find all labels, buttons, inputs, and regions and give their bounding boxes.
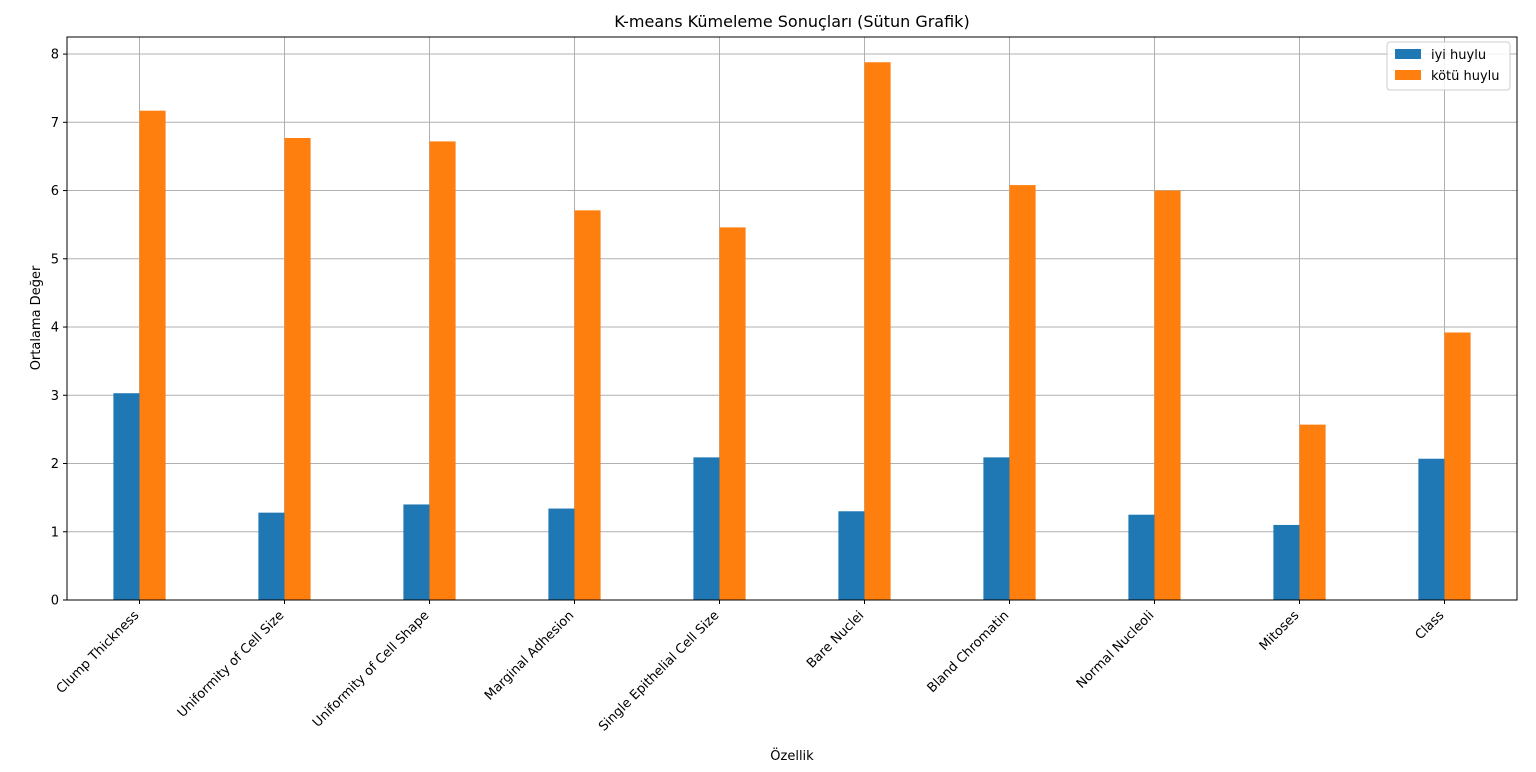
y-tick-label: 0 xyxy=(51,594,59,609)
bar-iyi-huylu-uniformity-of-cell-shape xyxy=(403,504,430,600)
x-axis: Clump Thickness Uniformity of Cell Size Un… xyxy=(54,600,1448,734)
bar-kotu-huylu-single-epithelial-cell-size xyxy=(719,227,746,600)
bar-iyi-huylu-bland-chromatin xyxy=(983,457,1010,600)
y-tick-label: 5 xyxy=(51,252,59,267)
legend-label-iyi-huylu: iyi huylu xyxy=(1431,48,1486,63)
y-axis-title: Ortalama Değer xyxy=(29,265,44,370)
x-tick-label-marginal-adhesion: Marginal Adhesion xyxy=(482,608,577,703)
legend-swatch-kotu-huylu xyxy=(1395,70,1421,80)
bar-iyi-huylu-bare-nuclei xyxy=(838,511,865,600)
y-tick-label: 3 xyxy=(51,389,59,404)
x-tick-label-clump-thickness: Clump Thickness xyxy=(54,608,143,697)
plot-frame xyxy=(66,36,1518,601)
bars xyxy=(113,62,1471,601)
bar-kotu-huylu-marginal-adhesion xyxy=(574,210,601,600)
y-tick-label: 8 xyxy=(51,48,59,63)
y-tick-label: 4 xyxy=(51,321,59,336)
legend-swatch-iyi-huylu xyxy=(1395,49,1421,59)
y-tick-label: 2 xyxy=(51,457,59,472)
x-tick-label-uniformity-of-cell-size: Uniformity of Cell Size xyxy=(175,608,287,720)
bar-kotu-huylu-clump-thickness xyxy=(139,110,166,601)
bar-iyi-huylu-clump-thickness xyxy=(113,393,140,600)
bar-iyi-huylu-marginal-adhesion xyxy=(548,508,575,600)
bar-kotu-huylu-uniformity-of-cell-shape xyxy=(429,141,456,601)
bar-iyi-huylu-normal-nucleoli xyxy=(1128,514,1155,600)
x-tick-label-uniformity-of-cell-shape: Uniformity of Cell Shape xyxy=(310,608,432,730)
x-tick-label-normal-nucleoli: Normal Nucleoli xyxy=(1074,608,1157,691)
chart-title: K-means Kümeleme Sonuçları (Sütun Grafik… xyxy=(614,12,969,31)
bar-kotu-huylu-normal-nucleoli xyxy=(1154,190,1181,600)
bar-iyi-huylu-class xyxy=(1418,458,1445,600)
x-tick-label-single-epithelial-cell-size: Single Epithelial Cell Size xyxy=(596,608,722,734)
x-tick-label-class: Class xyxy=(1413,608,1448,643)
y-tick-label: 1 xyxy=(51,525,59,540)
x-tick-label-mitoses: Mitoses xyxy=(1257,608,1303,654)
y-axis: 0 1 2 3 4 5 6 7 8 xyxy=(51,48,67,609)
bar-kotu-huylu-bland-chromatin xyxy=(1009,185,1036,600)
bar-kotu-huylu-class xyxy=(1444,332,1471,600)
bar-iyi-huylu-mitoses xyxy=(1273,524,1300,600)
bar-kotu-huylu-uniformity-of-cell-size xyxy=(284,137,311,601)
bar-kotu-huylu-bare-nuclei xyxy=(864,62,891,601)
x-axis-title: Özellik xyxy=(770,747,814,764)
y-tick-label: 7 xyxy=(51,116,59,131)
bar-kotu-huylu-mitoses xyxy=(1299,424,1326,600)
bar-iyi-huylu-uniformity-of-cell-size xyxy=(258,512,285,600)
legend: iyi huylu kötü huylu xyxy=(1386,41,1511,91)
legend-label-kotu-huylu: kötü huylu xyxy=(1431,69,1500,84)
y-tick-label: 6 xyxy=(51,184,59,199)
bar-iyi-huylu-single-epithelial-cell-size xyxy=(693,457,720,600)
x-tick-label-bland-chromatin: Bland Chromatin xyxy=(925,608,1013,696)
x-tick-label-bare-nuclei: Bare Nuclei xyxy=(804,608,867,671)
